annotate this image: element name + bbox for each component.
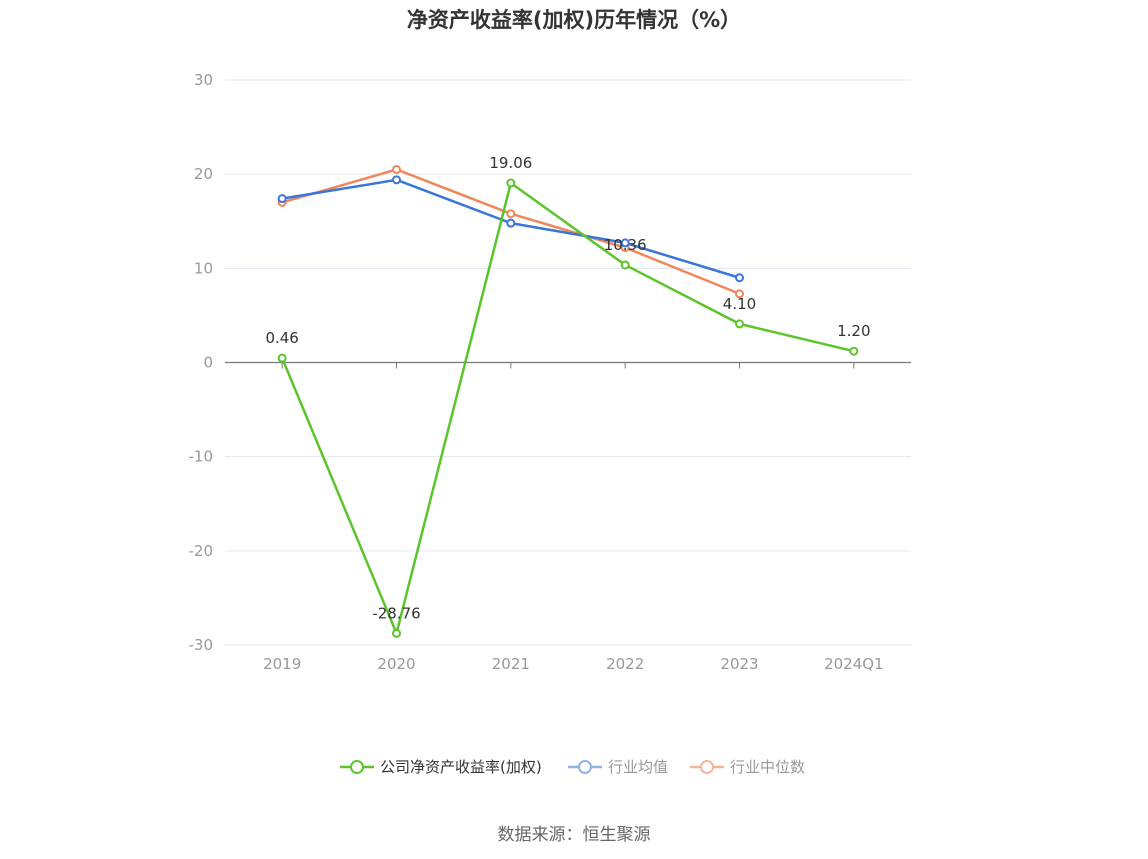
y-tick-label: 20 bbox=[194, 165, 213, 183]
data-point bbox=[506, 218, 516, 228]
data-point bbox=[620, 238, 630, 248]
series-line bbox=[281, 181, 855, 635]
legend-marker bbox=[700, 760, 714, 774]
x-tick-label: 2019 bbox=[263, 655, 301, 673]
data-point bbox=[735, 289, 744, 299]
data-point bbox=[392, 175, 401, 185]
y-tick-label: -20 bbox=[189, 542, 214, 560]
legend-label: 公司净资产收益率(加权) bbox=[380, 758, 542, 776]
x-tick-label: 2022 bbox=[606, 655, 644, 673]
y-tick-label: 0 bbox=[203, 354, 213, 372]
data-point bbox=[735, 273, 744, 283]
chart-title: 净资产收益率(加权)历年情况（%） bbox=[406, 8, 742, 32]
data-point bbox=[277, 194, 287, 204]
y-tick-label: -30 bbox=[189, 636, 214, 654]
legend-marker bbox=[578, 760, 592, 774]
x-tick-label: 2020 bbox=[377, 655, 415, 673]
legend-label: 行业均值 bbox=[608, 758, 668, 776]
data-label: 0.46 bbox=[265, 329, 298, 347]
data-point bbox=[506, 178, 516, 188]
data-label: -28.76 bbox=[372, 604, 420, 622]
data-point bbox=[277, 353, 287, 363]
data-point bbox=[392, 164, 401, 174]
y-tick-label: 30 bbox=[194, 71, 213, 89]
legend-marker bbox=[350, 760, 364, 774]
data-label: 10.36 bbox=[604, 236, 647, 254]
data-point bbox=[392, 628, 401, 638]
data-point bbox=[620, 260, 630, 270]
data-label: 1.20 bbox=[837, 322, 870, 340]
legend-label: 行业中位数 bbox=[730, 758, 805, 776]
y-tick-label: -10 bbox=[189, 448, 214, 466]
series-line bbox=[281, 178, 740, 279]
data-point bbox=[735, 319, 744, 329]
source-note: 数据来源：恒生聚源 bbox=[497, 825, 651, 845]
data-label: 19.06 bbox=[489, 154, 532, 172]
data-point bbox=[849, 346, 859, 356]
x-tick-label: 2021 bbox=[492, 655, 530, 673]
x-tick-label: 2024Q1 bbox=[824, 655, 884, 673]
data-point bbox=[506, 209, 516, 219]
x-tick-label: 2023 bbox=[720, 655, 758, 673]
y-tick-label: 10 bbox=[194, 259, 213, 277]
data-label: 4.10 bbox=[723, 295, 756, 313]
